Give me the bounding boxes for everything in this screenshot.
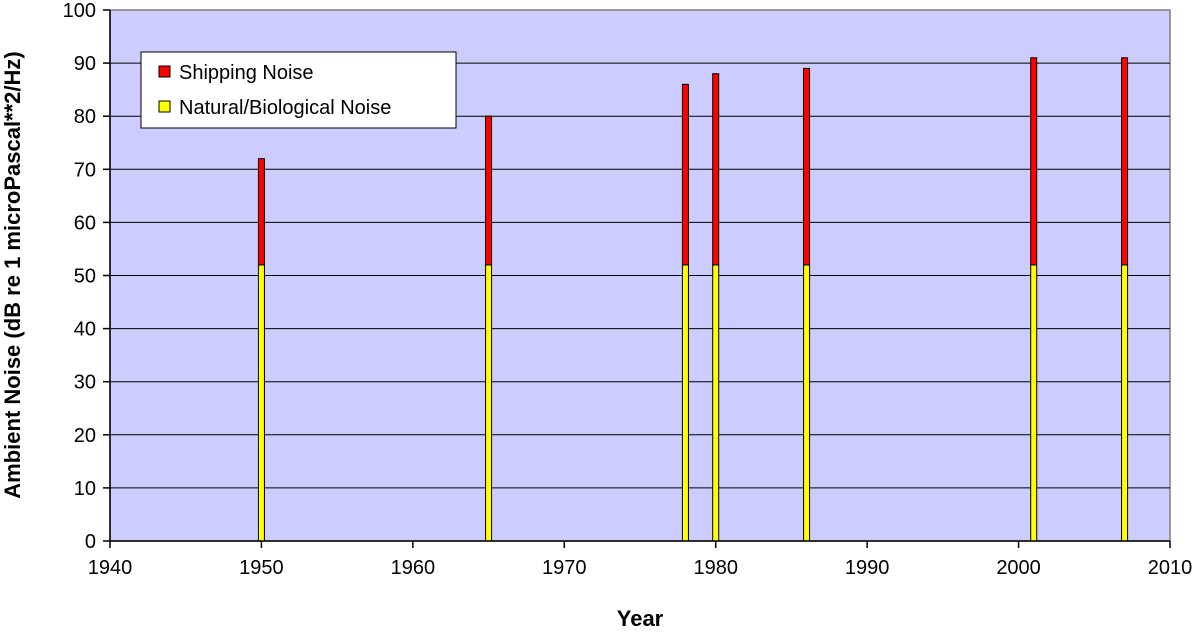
- legend-swatch-shipping: [158, 65, 171, 78]
- bar-shipping-noise-1965: [485, 115, 493, 266]
- bar-natural-biological-noise-1986: [803, 264, 811, 542]
- x-tick-label: 2010: [1148, 557, 1193, 579]
- bar-shipping-noise-2007: [1121, 57, 1129, 266]
- legend-swatch-natural: [158, 100, 171, 113]
- y-tick-label: 70: [74, 159, 96, 181]
- bar-shipping-noise-1986: [803, 67, 811, 266]
- bar-shipping-noise-2001: [1030, 57, 1038, 266]
- bar-natural-biological-noise-1965: [485, 264, 493, 542]
- y-tick-label: 30: [74, 372, 96, 394]
- x-tick-label: 1990: [845, 557, 890, 579]
- x-tick-label: 1940: [88, 557, 133, 579]
- bar-natural-biological-noise-2007: [1121, 264, 1129, 542]
- x-tick-label: 1950: [239, 557, 284, 579]
- x-tick-label: 1960: [391, 557, 436, 579]
- bar-shipping-noise-1950: [257, 158, 265, 266]
- x-tick-label: 1980: [693, 557, 738, 579]
- bar-natural-biological-noise-1978: [681, 264, 689, 542]
- y-tick-label: 0: [85, 531, 96, 553]
- x-tick-labels: 1940 1950 1960 1970 1980 1990 2000 2010: [88, 557, 1193, 579]
- bar-shipping-noise-1978: [681, 83, 689, 266]
- y-tick-label: 50: [74, 266, 96, 288]
- y-tick-label: 10: [74, 478, 96, 500]
- bar-natural-biological-noise-1950: [257, 264, 265, 542]
- bars: [257, 57, 1129, 542]
- y-tick-label: 80: [74, 106, 96, 128]
- x-axis-title: Year: [617, 606, 664, 631]
- bar-natural-biological-noise-1980: [712, 264, 720, 542]
- legend-label-natural: Natural/Biological Noise: [179, 97, 391, 119]
- bar-shipping-noise-1980: [712, 73, 720, 266]
- x-tick-label: 1970: [542, 557, 587, 579]
- y-tick-labels: 0 10 20 30 40 50 60 70 80 90 100: [63, 0, 96, 553]
- legend-label-shipping: Shipping Noise: [179, 62, 314, 84]
- legend-box: [140, 51, 457, 129]
- legend: Shipping Noise Natural/Biological Noise: [140, 51, 457, 129]
- y-tick-label: 60: [74, 212, 96, 234]
- y-tick-label: 20: [74, 425, 96, 447]
- y-tick-label: 100: [63, 0, 96, 22]
- y-axis-title: Ambient Noise (dB re 1 microPascal**2/Hz…: [0, 51, 25, 498]
- y-tick-label: 90: [74, 53, 96, 75]
- x-tick-label: 2000: [996, 557, 1041, 579]
- axes: [103, 9, 1171, 548]
- bar-natural-biological-noise-2001: [1030, 264, 1038, 542]
- y-tick-label: 40: [74, 319, 96, 341]
